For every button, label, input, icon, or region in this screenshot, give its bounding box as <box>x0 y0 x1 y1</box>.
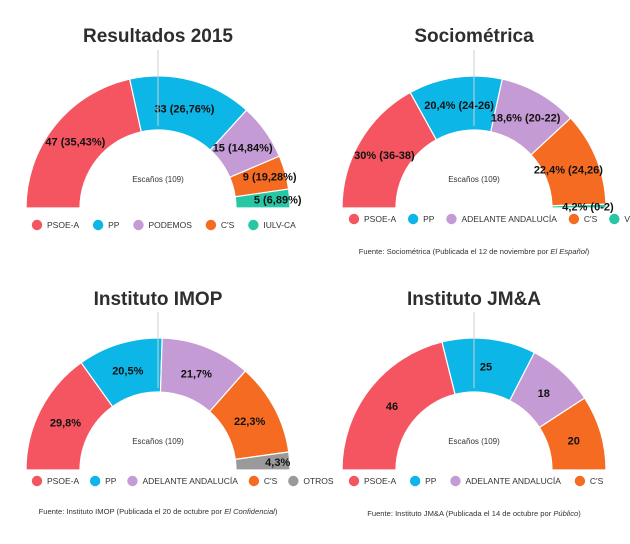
slice-label-psoe-a: 29,8% <box>50 417 81 429</box>
chart-title: Instituto IMOP <box>94 289 223 310</box>
legend-label-c-s: C'S <box>264 476 278 486</box>
legend-label-pp: PP <box>108 220 120 230</box>
slice-vox <box>551 203 607 209</box>
slice-label-psoe-a: 46 <box>386 401 398 413</box>
slice-c-s <box>538 397 607 471</box>
chart-instituto-imop: Instituto IMOP 29,8% 20,5% 21,7% 22,3% 4,3% Es… <box>25 289 334 516</box>
legend-label-c-s: C'S <box>584 214 598 224</box>
slice-label-pp: 20,4% (24-26) <box>424 100 494 112</box>
center-label: Escaños (109) <box>448 437 500 446</box>
legend-swatch-otros <box>288 475 299 487</box>
legend-label-psoe-a: PSOE-A <box>47 476 79 486</box>
slice-label-pp: 20,5% <box>112 365 143 377</box>
legend-label-iulv-ca: IULV-CA <box>263 220 296 230</box>
legend-label-adelante-andalucia: ADELANTE ANDALUCÍA <box>465 476 561 486</box>
slice-label-adelante-andalucia: 21,7% <box>181 368 212 380</box>
slice-label-psoe-a: 47 (35,43%) <box>45 137 105 149</box>
center-label: Escaños (109) <box>132 437 184 446</box>
slice-label-iulv-ca: 5 (6,89%) <box>254 194 302 206</box>
chart-title: Instituto JM&A <box>407 289 541 310</box>
slice-label-adelante-andalucia: 18,6% (20-22) <box>491 113 561 125</box>
center-label: Escaños (109) <box>132 175 184 184</box>
legend-label-podemos: PODEMOS <box>148 220 192 230</box>
legend-swatch-vox <box>609 213 620 225</box>
legend-label-c-s: C'S <box>221 220 235 230</box>
slice-otros <box>234 451 291 471</box>
source-note: Fuente: Instituto JM&A (Publicada el 14 … <box>367 509 581 518</box>
legend-swatch-psoe-a <box>348 475 360 487</box>
legend-label-psoe-a: PSOE-A <box>364 214 396 224</box>
legend-label-pp: PP <box>423 214 435 224</box>
legend-swatch-adelante-andalucia <box>450 475 461 487</box>
legend-label-adelante-andalucia: ADELANTE ANDALUCÍA <box>461 214 557 224</box>
slice-label-c-s: 22,4% (24,26) <box>534 164 603 176</box>
slice-label-vox: 4,2% (0-2) <box>562 201 614 213</box>
legend-swatch-pp <box>407 213 419 225</box>
legend-label-c-s: C'S <box>590 476 604 486</box>
legend-label-psoe-a: PSOE-A <box>364 476 396 486</box>
legend-swatch-podemos <box>133 219 144 231</box>
source-note: Fuente: Instituto IMOP (Publicada el 20 … <box>39 507 278 516</box>
slice-label-adelante-andalucia: 18 <box>538 388 550 400</box>
legend-swatch-adelante-andalucia <box>446 213 457 225</box>
legend-swatch-pp <box>92 219 104 231</box>
legend-swatch-c-s <box>568 213 580 225</box>
slice-psoe-a <box>341 341 456 471</box>
slice-iulv-ca <box>234 188 291 209</box>
legend-label-pp: PP <box>425 476 437 486</box>
slice-label-c-s: 22,3% <box>234 416 265 428</box>
slice-label-otros: 4,3% <box>265 457 290 469</box>
chart-resultados-2015: Resultados 2015 47 (35,43%) 33 (26,76%) 15 … <box>25 26 302 231</box>
source-note: Fuente: Sociométrica (Publicada el 12 de… <box>359 247 590 256</box>
legend-swatch-pp <box>89 475 101 487</box>
legend-swatch-psoe-a <box>31 219 43 231</box>
slice-label-psoe-a: 30% (36-38) <box>354 150 415 162</box>
legend-swatch-psoe-a <box>348 213 360 225</box>
chart-title: Sociométrica <box>414 26 534 47</box>
slice-label-c-s: 9 (19,28%) <box>243 172 297 184</box>
legend-label-vox: VOX <box>624 214 630 224</box>
legend-swatch-iulv-ca <box>248 219 259 231</box>
slice-label-pp: 33 (26,76%) <box>154 103 214 115</box>
legend-swatch-c-s <box>248 475 260 487</box>
slice-label-c-s: 20 <box>568 435 580 447</box>
legend-label-otros: OTROS <box>303 476 334 486</box>
legend-swatch-pp <box>409 475 421 487</box>
chart-instituto-jm-a: Instituto JM&A 46 25 18 20 Escaños (109) PSOE-… <box>341 289 607 518</box>
legend-label-adelante-andalucia: ADELANTE ANDALUCÍA <box>142 476 238 486</box>
legend-swatch-adelante-andalucia <box>127 475 138 487</box>
slice-label-podemos: 15 (14,84%) <box>213 143 273 155</box>
legend-label-psoe-a: PSOE-A <box>47 220 79 230</box>
slice-label-pp: 25 <box>480 362 492 374</box>
legend-swatch-psoe-a <box>31 475 43 487</box>
legend-swatch-c-s <box>205 219 217 231</box>
chart-sociometrica: Sociométrica 30% (36-38) 20,4% (24-26)18,6… <box>341 26 630 256</box>
chart-title: Resultados 2015 <box>83 26 233 47</box>
center-label: Escaños (109) <box>448 175 500 184</box>
legend-swatch-c-s <box>574 475 586 487</box>
legend-label-pp: PP <box>105 476 117 486</box>
